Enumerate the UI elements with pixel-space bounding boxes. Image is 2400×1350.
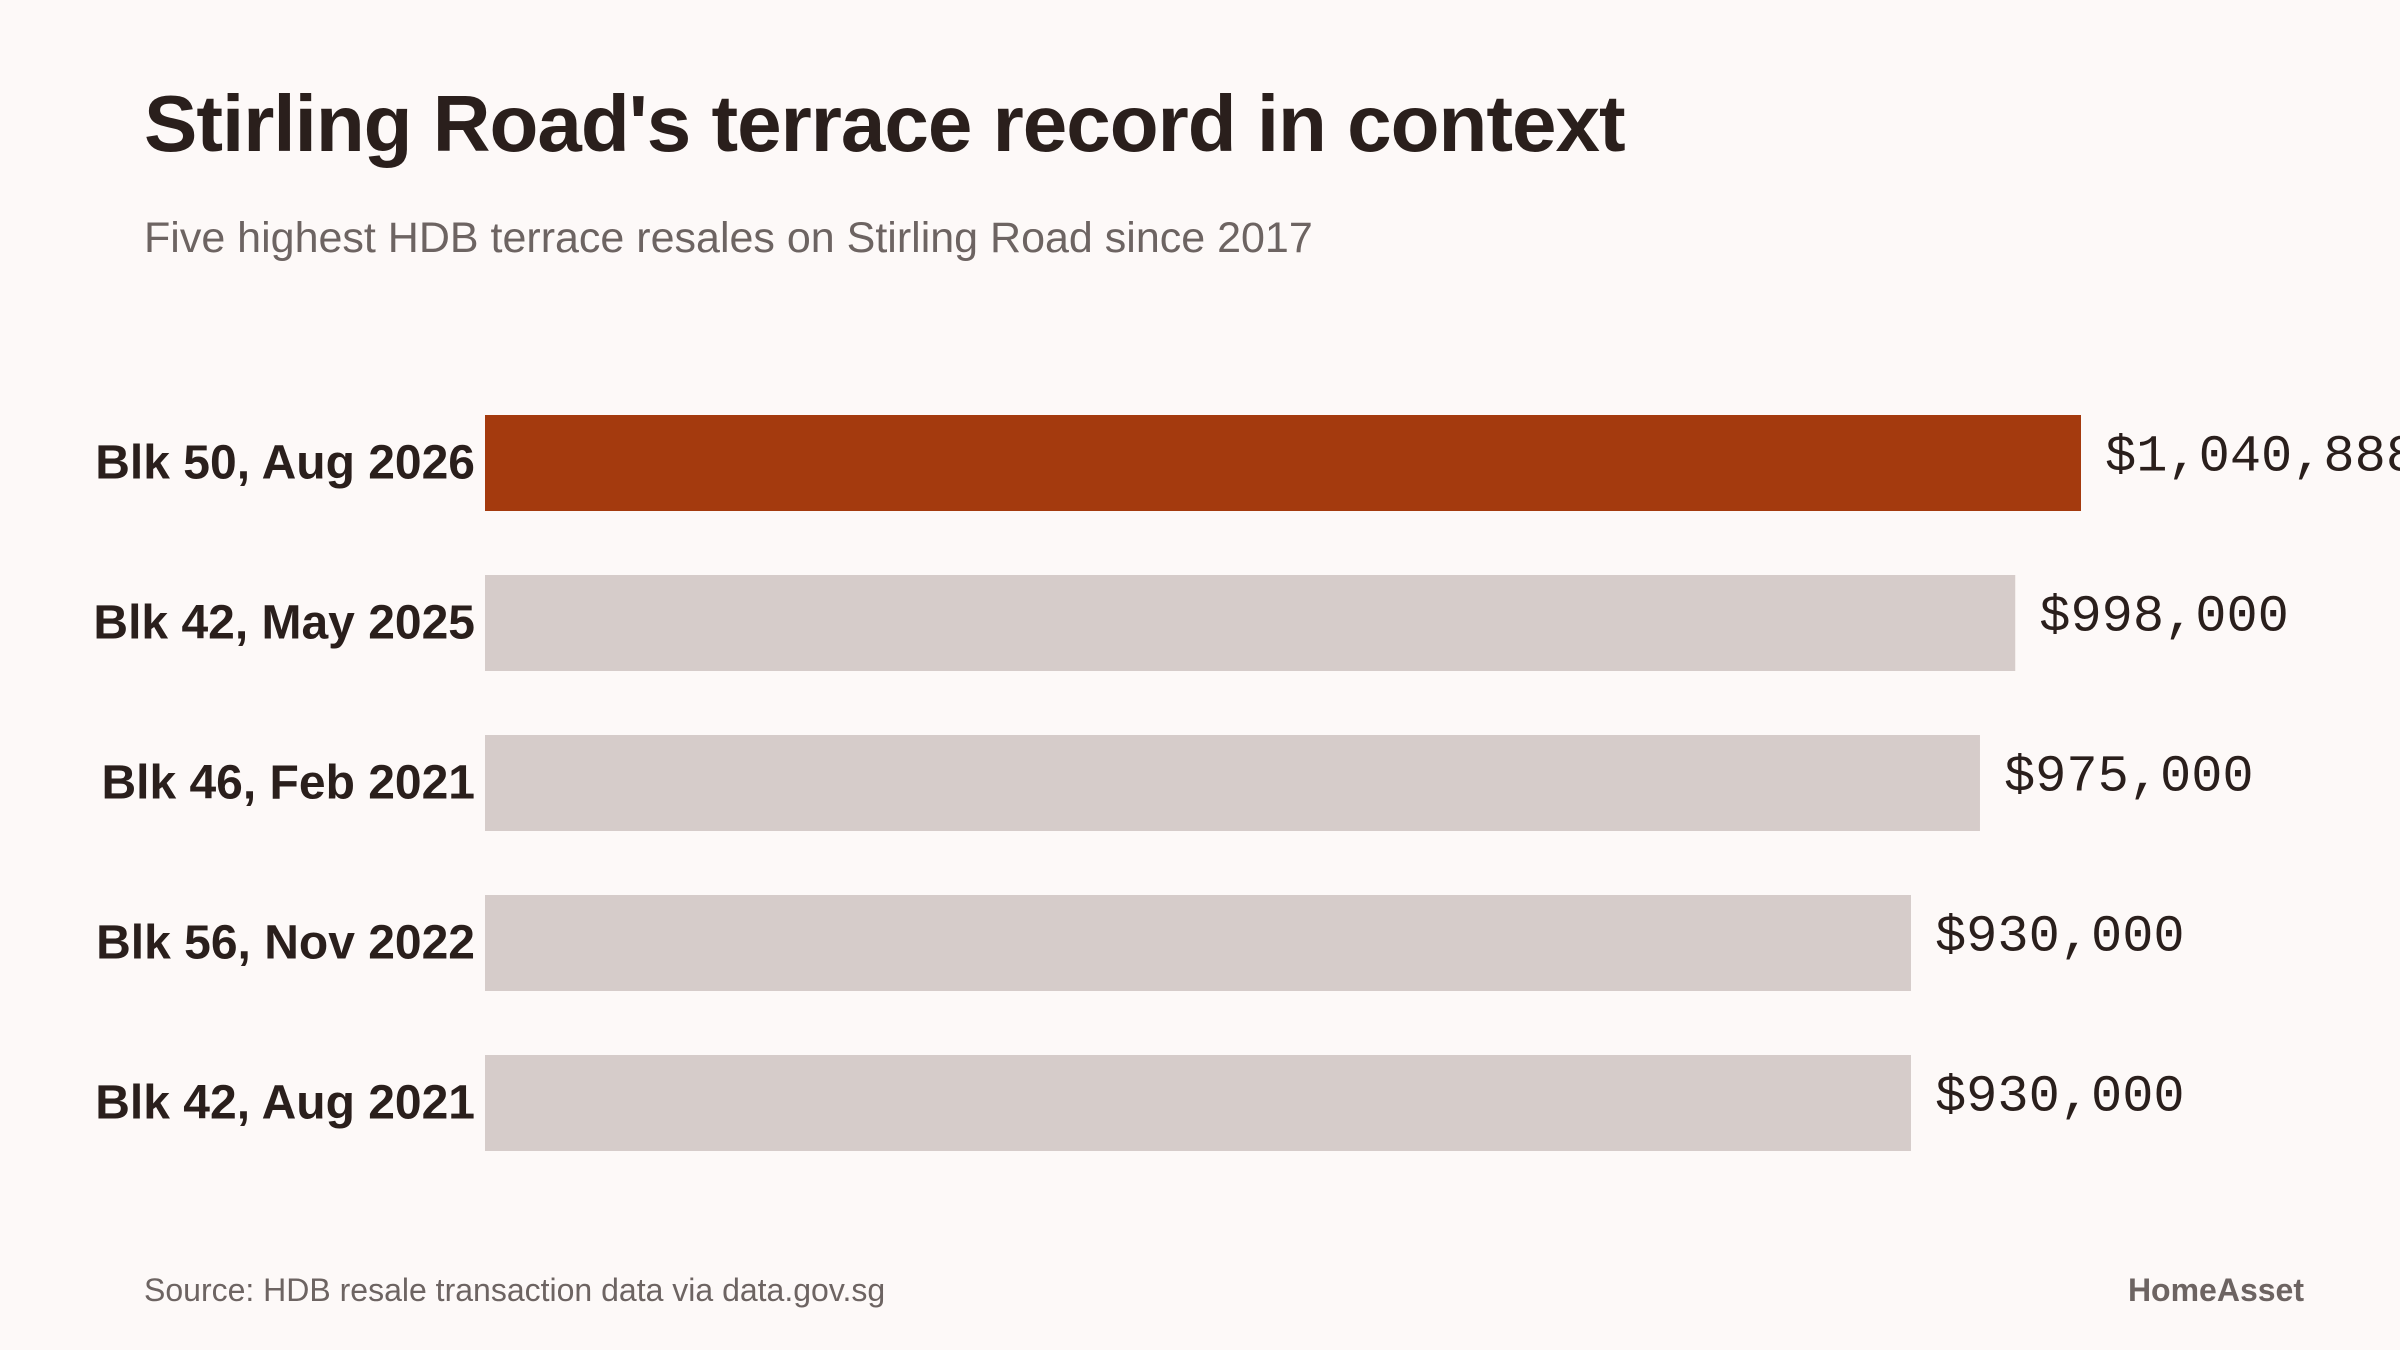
bar — [485, 575, 2016, 671]
chart-title: Stirling Road's terrace record in contex… — [144, 79, 1626, 168]
chart-subtitle: Five highest HDB terrace resales on Stir… — [144, 214, 1313, 262]
value-label: $930,000 — [1935, 1068, 2185, 1127]
value-label: $975,000 — [2004, 748, 2254, 807]
value-label: $930,000 — [1935, 908, 2185, 967]
bar — [485, 1055, 1911, 1151]
category-label: Blk 56, Nov 2022 — [96, 917, 475, 970]
category-label: Blk 42, Aug 2021 — [95, 1077, 475, 1130]
brand-logo-text: HomeAsset — [2127, 1272, 2304, 1308]
category-label: Blk 46, Feb 2021 — [101, 757, 475, 810]
bar — [485, 735, 1980, 831]
category-label: Blk 50, Aug 2026 — [95, 437, 475, 490]
value-label: $998,000 — [2039, 588, 2289, 647]
category-label: Blk 42, May 2025 — [93, 597, 475, 650]
source-note: Source: HDB resale transaction data via … — [144, 1272, 886, 1308]
bar — [485, 895, 1911, 991]
bar — [485, 415, 2081, 511]
value-label: $1,040,888 — [2105, 428, 2400, 487]
